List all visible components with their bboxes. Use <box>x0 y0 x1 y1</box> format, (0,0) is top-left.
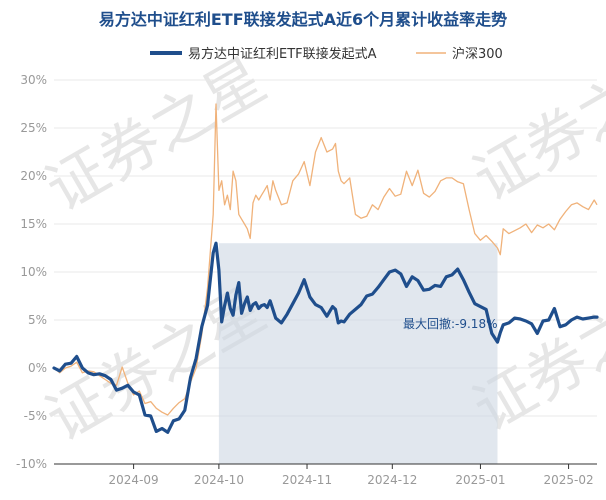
y-tick-label: 5% <box>28 313 47 327</box>
y-tick-label: -10% <box>16 457 47 471</box>
legend-label-index: 沪深300 <box>452 46 503 62</box>
watermark-text: 证券之星 <box>35 45 278 226</box>
x-axis: 2024-09 2024-10 2024-11 2024-12 2025-01 2025-… <box>54 463 597 487</box>
legend: 易方达中证红利ETF联接发起式A 沪深300 <box>150 46 503 62</box>
legend-label-fund: 易方达中证红利ETF联接发起式A <box>188 46 377 62</box>
max-drawdown-annotation: 最大回撤:-9.18% <box>403 316 498 331</box>
x-tick-label: 2024-11 <box>282 473 332 487</box>
drawdown-rect <box>218 243 498 464</box>
chart-title: 易方达中证红利ETF联接发起式A近6个月累计收益率走势 <box>99 10 507 29</box>
series-line-fund <box>52 241 599 434</box>
drawdown-area <box>218 243 498 464</box>
series-line-index <box>53 103 598 416</box>
y-tick-label: 25% <box>20 121 47 135</box>
x-tick-label: 2025-01 <box>455 473 505 487</box>
x-tick-label: 2024-12 <box>367 473 417 487</box>
y-axis: -10% -5% 0% 5% 10% 15% 20% 25% 30% <box>16 73 47 471</box>
x-tick-label: 2024-09 <box>109 473 159 487</box>
y-tick-label: 0% <box>28 361 47 375</box>
y-tick-label: 20% <box>20 169 47 183</box>
x-tick-label: 2024-10 <box>194 473 244 487</box>
y-tick-label: 15% <box>20 217 47 231</box>
y-tick-label: 10% <box>20 265 47 279</box>
y-tick-label: 30% <box>20 73 47 87</box>
y-tick-label: -5% <box>24 409 47 423</box>
x-tick-label: 2025-02 <box>544 473 594 487</box>
series-lines <box>52 103 599 434</box>
